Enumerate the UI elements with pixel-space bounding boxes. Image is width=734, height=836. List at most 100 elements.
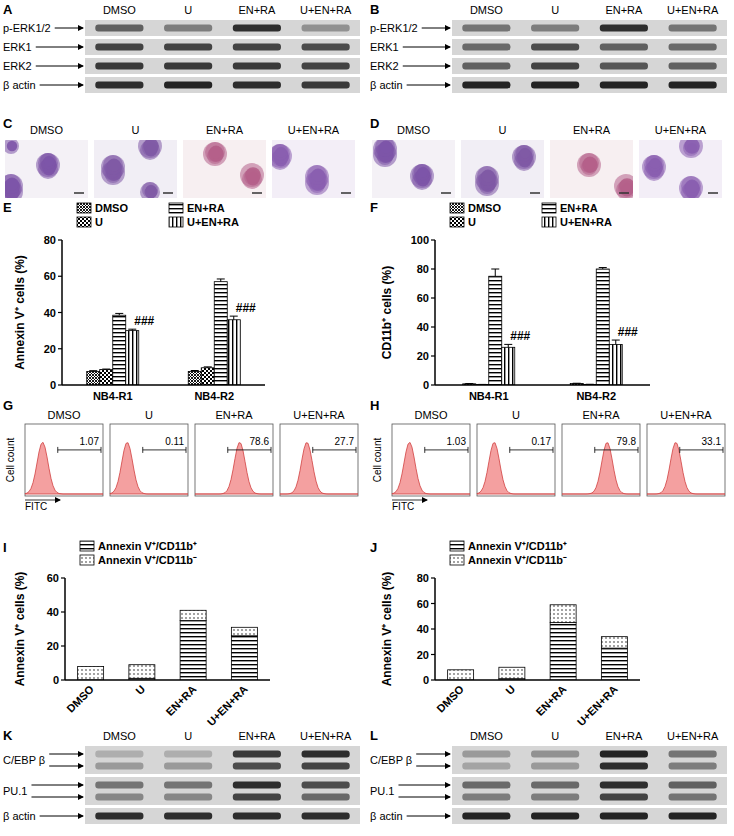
axis-arrow [392,500,427,501]
axis-label: CD11b⁺ cells (%) [380,266,394,359]
row-arrow [31,785,83,786]
column-label: U+EN+RA [667,730,719,742]
scale-bar [441,192,451,194]
bar [100,370,113,385]
blot-band [233,782,281,789]
panel-letter: E [3,200,12,215]
gate [313,447,356,453]
plot-title: U+EN+RA [660,409,712,421]
column-label: DMSO [103,4,136,16]
blot-band [531,813,579,820]
cell [375,140,395,157]
chart: I0204060Annexin V⁺ cells (%)DMSOUEN+RAU+… [3,540,270,728]
scale-bar [530,192,540,194]
chart: J020406080Annexin V⁺ cells (%)DMSOUEN+RA… [370,540,640,728]
blot-band [462,782,510,789]
histogram-curve [280,443,358,494]
micrograph-panel: CDMSOUEN+RAU+EN+RA [0,116,355,204]
blot-band [600,763,648,770]
legend-swatch [80,555,94,565]
row-label: ERK1 [370,41,399,53]
annotation: ### [510,329,530,343]
cell [614,174,633,198]
plot-frame [477,424,555,496]
bars [448,605,628,680]
error-bar [465,383,473,384]
blot-band [302,782,350,789]
blot-band [531,25,579,32]
blot-strip [452,746,727,774]
x-axis [65,679,270,681]
blot-band [95,763,143,770]
blot-band [462,794,510,801]
bars [78,610,258,680]
y-tick [61,577,65,578]
axis-label: Annexin V⁺ cells (%) [13,572,27,687]
y-tick-label: 40 [417,321,429,333]
plot-title: U [145,409,153,421]
annotation: ### [618,325,638,339]
blot-band [600,63,648,70]
y-tick-label: 0 [53,674,59,686]
blot-band [233,813,281,820]
row-label: C/EBP β [3,754,45,766]
blot-strip [85,77,360,93]
legend-label: EN+RA [560,202,598,214]
column-label: U+EN+RA [300,730,352,742]
blot-band [462,25,510,32]
axis-label: Cell count [372,438,383,483]
x-tick-label: NB4-R1 [93,390,133,402]
cell [577,153,601,177]
micrograph [5,140,88,198]
panel-letter: C [3,116,13,131]
image-label: U+EN+RA [655,124,707,136]
blot-band [531,82,579,89]
error-bar [128,329,136,330]
legend-swatch [542,203,556,213]
blot-band [164,813,212,820]
axis-label: FITC [25,501,47,512]
cell [679,176,703,198]
blot-strip [85,746,360,774]
legend-swatch [450,555,464,565]
blot-band [531,763,579,770]
panel-letter: K [3,728,13,743]
blot-band [462,44,510,51]
histogram-curve [25,442,103,494]
bar [87,371,100,385]
y-tick [431,628,435,629]
bar-segment [499,667,525,678]
y-tick [58,348,62,349]
bar-segment [180,610,206,620]
image-label: EN+RA [573,124,611,136]
error-bar [491,269,499,276]
x-tick-label: U+EN+RA [575,683,620,728]
legend-label: DMSO [95,202,128,214]
row-arrow [422,28,450,29]
row-label: β actin [370,810,403,822]
plot-frame [647,424,725,496]
histogram-curve [392,442,470,494]
x-tick-label: U [503,683,517,697]
y-tick [61,611,65,612]
plot-frame [392,424,470,496]
x-tick-label: DMSO [64,683,96,715]
x-tick-label: NB4-R1 [469,390,509,402]
gate [58,447,101,453]
cell-nucleus [143,140,159,154]
legend-label: DMSO [468,202,501,214]
cell [410,164,434,188]
bar-segment [180,621,206,681]
row-label: β actin [3,79,36,91]
cell [579,153,599,173]
blot-strip [85,20,360,36]
legend-swatch [80,541,94,551]
cell-nucleus [312,169,325,182]
cell-nucleus [482,170,495,183]
y-tick [58,276,62,277]
gate-value: 79.8 [617,436,637,447]
row-arrow [36,47,83,48]
bar [502,347,515,385]
axis-arrow [25,500,60,501]
legend-label: U+EN+RA [187,216,239,228]
